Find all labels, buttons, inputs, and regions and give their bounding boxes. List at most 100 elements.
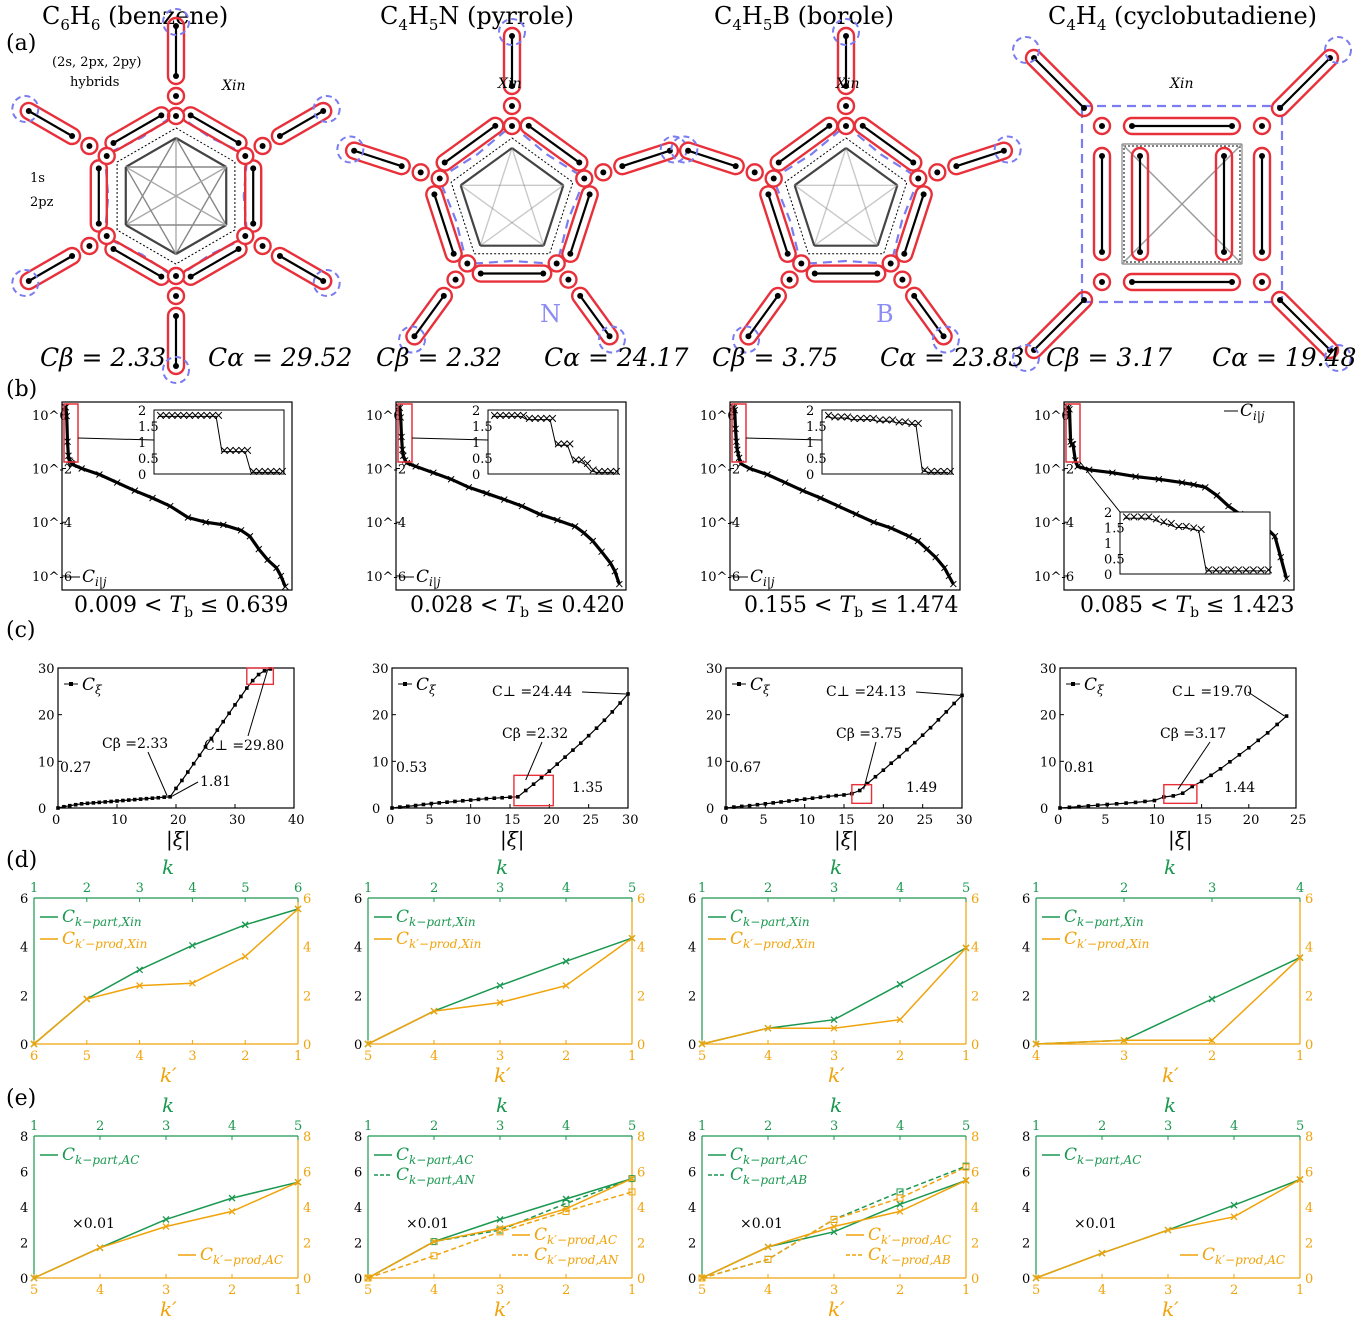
atom-dot	[685, 147, 692, 154]
inset-point: ×	[213, 408, 224, 423]
inset-point: ×	[588, 463, 599, 478]
top-tick-label: 5	[628, 881, 636, 896]
pz-orbital-dot	[103, 153, 110, 159]
atom-dot	[69, 133, 76, 139]
y-tick-label: 0	[372, 802, 380, 817]
pyrrole-diagram	[336, 18, 688, 354]
scale-note: ×0.01	[740, 1216, 783, 1232]
bond-orbital-outline	[895, 185, 933, 263]
svg-text:C4H5N (pyrrole): C4H5N (pyrrole)	[380, 2, 574, 34]
left-tick-label: 6	[688, 1166, 696, 1181]
atom-dot	[398, 163, 405, 170]
atom-dot	[1277, 105, 1283, 111]
data-point	[445, 800, 449, 804]
data-point	[398, 433, 405, 441]
bottom-axis-label: k′	[828, 1297, 845, 1321]
inset-point: ×	[1218, 563, 1229, 578]
ring-bond-line	[511, 147, 545, 246]
atom-dot	[859, 122, 866, 129]
hydrogen-boundary	[11, 269, 40, 297]
bottom-tick-label: 2	[562, 1283, 570, 1298]
data-point	[746, 465, 754, 472]
annotation: 0.67	[730, 760, 761, 776]
atom-dot	[69, 253, 76, 259]
data-point	[941, 564, 948, 572]
pz-orbital-dot	[1259, 279, 1265, 285]
bond-orbital-outline	[1130, 146, 1150, 262]
inset-point: ×	[1181, 520, 1192, 535]
atom-dot	[765, 191, 772, 198]
bond-orbital-outline	[853, 116, 923, 172]
bond-orbital-outline	[678, 141, 745, 176]
y-tick-label: 20	[372, 709, 389, 724]
inset-y-tick-label: 1	[1104, 537, 1112, 552]
atom-dot	[911, 292, 918, 299]
legend-label: Ck−part,AB	[730, 1165, 807, 1187]
data-point	[215, 728, 220, 732]
top-tick-label: 4	[188, 881, 196, 896]
data-point	[168, 795, 172, 799]
atom-dot	[1277, 297, 1283, 303]
left-tick-label: 6	[20, 1166, 28, 1181]
top-tick-label: 5	[1296, 1119, 1304, 1134]
legend-label: Ck−part,AC	[62, 1145, 139, 1167]
pz-orbital-dot	[509, 123, 515, 129]
inset-point: ×	[535, 412, 546, 427]
data-point	[1284, 714, 1289, 718]
data-point	[399, 446, 406, 454]
y-tick-label: 0	[38, 802, 46, 817]
y-tick-label: 10	[706, 755, 723, 770]
left-tick-label: 0	[20, 1272, 28, 1287]
data-point	[732, 805, 736, 809]
bottom-tick-label: 1	[294, 1283, 302, 1298]
atom-dot	[492, 122, 499, 129]
bond-line	[433, 194, 455, 255]
data-point	[228, 1207, 236, 1215]
x-tick-label: 20	[877, 813, 894, 828]
data-point	[944, 710, 949, 714]
pz-orbital-dot	[770, 175, 777, 182]
data-point	[586, 733, 591, 738]
legend-label: Ck−part,AC	[730, 1145, 807, 1167]
inset-point: ×	[219, 444, 230, 459]
atom-dot	[110, 139, 117, 146]
data-point	[628, 934, 636, 942]
top-tick-label: 1	[1032, 881, 1040, 896]
hydrogen-boundary	[732, 325, 761, 354]
data-point	[920, 733, 925, 737]
data-point	[1230, 1201, 1238, 1209]
atom-dot	[320, 278, 327, 284]
data-point	[539, 775, 544, 780]
atom-dot	[187, 273, 194, 280]
bottom-tick-label: 3	[830, 1049, 838, 1064]
zoom-connector	[745, 437, 823, 441]
pz-orbital-dot	[934, 169, 941, 176]
data-point	[68, 803, 72, 808]
data-point	[150, 796, 155, 800]
data-point	[138, 797, 143, 801]
inset-point: ×	[254, 464, 265, 479]
annotation: C⊥ =29.80	[204, 738, 284, 754]
data-point	[221, 719, 225, 724]
top-tick-label: 2	[1098, 1119, 1106, 1134]
x-in-ring	[1123, 145, 1241, 263]
inset-series	[825, 415, 948, 473]
data-point	[554, 516, 561, 524]
y-tick-label: 10^-4	[32, 516, 72, 531]
data-point	[1271, 532, 1279, 540]
data-point	[127, 798, 131, 802]
pz-orbital-dot	[242, 153, 249, 159]
legend-label: Ci|j	[416, 567, 441, 589]
bottom-tick-label: 1	[628, 1283, 636, 1298]
data-point	[245, 686, 249, 690]
right-tick-label: 4	[637, 941, 645, 956]
x-tick-label: 30	[622, 813, 639, 828]
inset-point: ×	[172, 408, 183, 423]
x-tick-label: 15	[838, 813, 855, 828]
y-tick-label: 10^0	[700, 409, 736, 424]
atom-dot	[173, 363, 179, 369]
data-point	[421, 802, 426, 807]
right-tick-label: 2	[637, 989, 645, 1004]
data-point	[156, 795, 161, 800]
bottom-tick-label: 4	[1098, 1283, 1106, 1298]
